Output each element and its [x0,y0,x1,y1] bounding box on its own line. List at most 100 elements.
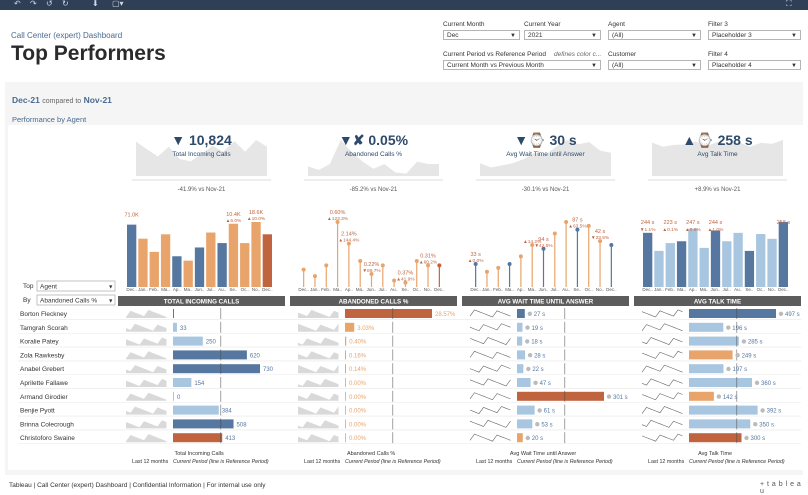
column-header: AVG WAIT TIME UNTIL ANSWER [498,299,594,306]
month-tick-label: Jun.. [195,287,205,292]
row-sparkline [126,406,167,415]
column-header-bg [290,296,457,306]
monthly-lollipop-point [541,246,546,251]
row-sparkline [641,419,683,428]
row-bar [689,336,739,346]
row-value-label: 19 s [531,326,542,332]
footer-last12: Last 12 months [132,459,169,465]
month-tick-label: Dec.. [434,287,445,292]
monthly-change-label: ▲60.2% [419,259,438,265]
monthly-bar [665,243,675,287]
month-tick-label: Ma.. [528,287,537,292]
row-bar [345,364,346,374]
row-sparkline [298,337,339,346]
monthly-lollipop-point [473,262,478,267]
month-tick-label: No.. [252,287,260,292]
share-icon[interactable]: ▢▾ [112,0,124,8]
refresh-icon[interactable]: ↻ [62,0,69,8]
monthly-lollipop-point [564,220,569,224]
monthly-value-label: 2.14% [341,232,357,238]
month-tick-label: Ma.. [333,287,342,292]
month-tick-label: Jul.. [723,287,731,292]
period-summary: Dec-21 compared to Nov-21 [12,95,112,105]
row-bar [689,322,724,332]
month-tick-label: Jun.. [539,287,549,292]
filter4-label: Filter 4 [708,51,728,58]
month-tick-label: Au.. [390,287,398,292]
row-sparkline [641,406,683,414]
customer-select[interactable]: (All) ▼ [608,60,701,70]
current-year-select[interactable]: 2021 ▼ [524,30,601,40]
column-header-bg [634,296,801,306]
monthly-lollipop-point [301,267,306,272]
row-bar [345,322,355,332]
row-value-label: 142 s [723,395,738,401]
current-month-select[interactable]: Dec ▼ [443,30,520,40]
row-sparkline [469,392,511,401]
row-bar [689,378,753,387]
monthly-value-label: 10.4K [226,212,241,218]
filter4-select[interactable]: Placeholder 4 ▼ [708,60,801,70]
row-value-label: 0.00% [349,409,367,415]
footer-last12: Last 12 months [648,459,685,465]
monthly-change-label: ▼42.5% [534,243,553,249]
monthly-bar [699,247,709,287]
row-sparkline [126,337,167,346]
row-bar [689,309,776,318]
filter3-select[interactable]: Placeholder 3 ▼ [708,30,801,40]
row-sparkline [298,323,339,332]
month-tick-label: Ap.. [689,287,697,292]
row-bar [345,336,347,346]
breadcrumb[interactable]: Call Center (expert) Dashboard [11,31,123,40]
monthly-bar [676,241,687,287]
agent-select[interactable]: (All) ▼ [608,30,701,40]
monthly-lollipop-point [609,242,614,247]
undo-icon[interactable]: ↶ [14,0,21,8]
row-value-label: 300 s [751,436,766,442]
row-sparkline [641,378,683,387]
monthly-change-label: ▲0.9% [685,227,701,233]
monthly-change-label: ▲123.3% [327,216,349,222]
row-sparkline [298,420,339,429]
row-value-label: 392 s [767,409,782,415]
month-tick-label: Dec.. [778,287,789,292]
row-sparkline [298,309,339,318]
clock-icon [726,325,731,330]
monthly-value-label: 247 s [686,220,700,226]
monthly-bar [643,232,653,287]
fullscreen-icon[interactable]: ⛶ [786,0,792,8]
row-bar [173,322,177,332]
redo-icon[interactable]: ↷ [30,0,37,8]
row-sparkline [641,309,683,318]
download-icon[interactable]: ⬇ [92,0,99,8]
monthly-value-label: 258 s [777,220,791,226]
monthly-bar [654,250,664,287]
month-tick-label: Ma.. [677,287,686,292]
top-selector-label: Top [23,283,34,290]
row-value-label: 196 s [732,326,747,332]
agent-name: Zola Rawkesby [20,352,65,359]
row-sparkline [641,323,683,332]
row-value-label: 285 s [748,340,763,346]
clock-icon [753,422,758,427]
monthly-value-label: 94 s [538,237,549,243]
kpi-value: ▼⌚ 30 s [514,132,577,149]
row-sparkline [298,434,339,443]
monthly-bar [172,256,182,287]
row-value-label: 0.16% [349,353,367,359]
month-tick-label: Dec.. [298,287,309,292]
kpi-sparkline-area [652,140,783,176]
row-bar [689,405,758,415]
month-tick-label: Jan.. [654,287,664,292]
revert-icon[interactable]: ↺ [46,0,53,8]
clock-icon [754,380,760,385]
row-sparkline [469,337,511,345]
row-sparkline [469,406,511,414]
agent-name: Armand Girodier [20,394,69,401]
row-bar [173,391,174,401]
chevron-down-icon: ▼ [691,33,697,39]
column-header-bg [462,296,629,306]
row-sparkline [126,392,167,401]
monthly-change-label: ▲6.0% [226,218,242,224]
period-compare-select[interactable]: Current Month vs Previous Month ▼ [443,60,601,70]
